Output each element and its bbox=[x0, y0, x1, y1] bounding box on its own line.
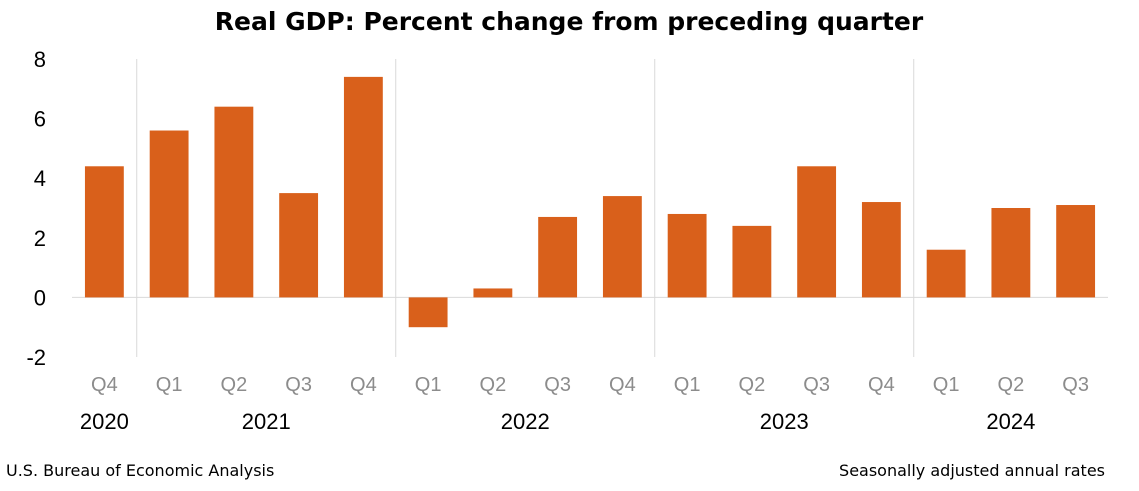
quarter-label: Q3 bbox=[285, 374, 312, 396]
year-label: 2020 bbox=[80, 409, 129, 434]
quarter-label: Q4 bbox=[91, 374, 118, 396]
bar bbox=[149, 130, 189, 298]
quarter-label: Q2 bbox=[998, 374, 1025, 396]
y-tick-label: 8 bbox=[34, 47, 46, 72]
year-label: 2024 bbox=[986, 409, 1035, 434]
quarter-labels: Q4 Q1 Q2 Q3 Q4 Q1 Q2 Q3 Q4 Q1 Q2 Q3 Q4 Q1 Q2 Q3 bbox=[91, 374, 1089, 396]
bar bbox=[84, 166, 124, 298]
quarter-label: Q4 bbox=[350, 374, 377, 396]
year-label: 2022 bbox=[501, 409, 550, 434]
y-tick-label: 0 bbox=[34, 285, 46, 310]
bars bbox=[84, 76, 1096, 328]
bar bbox=[343, 76, 383, 298]
y-tick-label: 2 bbox=[34, 226, 46, 251]
rate-note: Seasonally adjusted annual rates bbox=[839, 461, 1105, 480]
bar bbox=[279, 193, 319, 298]
bar bbox=[861, 202, 901, 298]
quarter-label: Q2 bbox=[739, 374, 766, 396]
quarter-label: Q2 bbox=[480, 374, 507, 396]
quarter-label: Q1 bbox=[674, 374, 701, 396]
quarter-label: Q3 bbox=[1062, 374, 1089, 396]
y-tick-label: 6 bbox=[34, 107, 46, 132]
quarter-label: Q4 bbox=[868, 374, 895, 396]
y-axis: -2 0 2 4 6 8 bbox=[26, 47, 46, 370]
quarter-label: Q4 bbox=[609, 374, 636, 396]
quarter-label: Q3 bbox=[803, 374, 830, 396]
year-labels: 2020 2021 2022 2023 2024 bbox=[80, 409, 1035, 434]
bar bbox=[408, 297, 448, 328]
bar bbox=[1056, 205, 1096, 298]
chart-title: Real GDP: Percent change from preceding … bbox=[215, 7, 924, 36]
bar bbox=[602, 196, 642, 298]
bar bbox=[732, 225, 772, 298]
bar bbox=[538, 216, 578, 298]
quarter-label: Q1 bbox=[156, 374, 183, 396]
bar bbox=[214, 106, 254, 298]
bar bbox=[991, 208, 1031, 298]
quarter-label: Q2 bbox=[221, 374, 248, 396]
year-label: 2021 bbox=[242, 409, 291, 434]
bar bbox=[926, 249, 966, 298]
quarter-label: Q1 bbox=[933, 374, 960, 396]
bar bbox=[667, 213, 707, 298]
year-separators bbox=[136, 59, 915, 357]
year-label: 2023 bbox=[760, 409, 809, 434]
quarter-label: Q1 bbox=[415, 374, 442, 396]
quarter-label: Q3 bbox=[544, 374, 571, 396]
bar bbox=[473, 288, 513, 298]
y-tick-label: 4 bbox=[34, 166, 46, 191]
source-note: U.S. Bureau of Economic Analysis bbox=[6, 461, 274, 480]
bar bbox=[797, 166, 837, 298]
y-tick-label: -2 bbox=[26, 345, 46, 370]
